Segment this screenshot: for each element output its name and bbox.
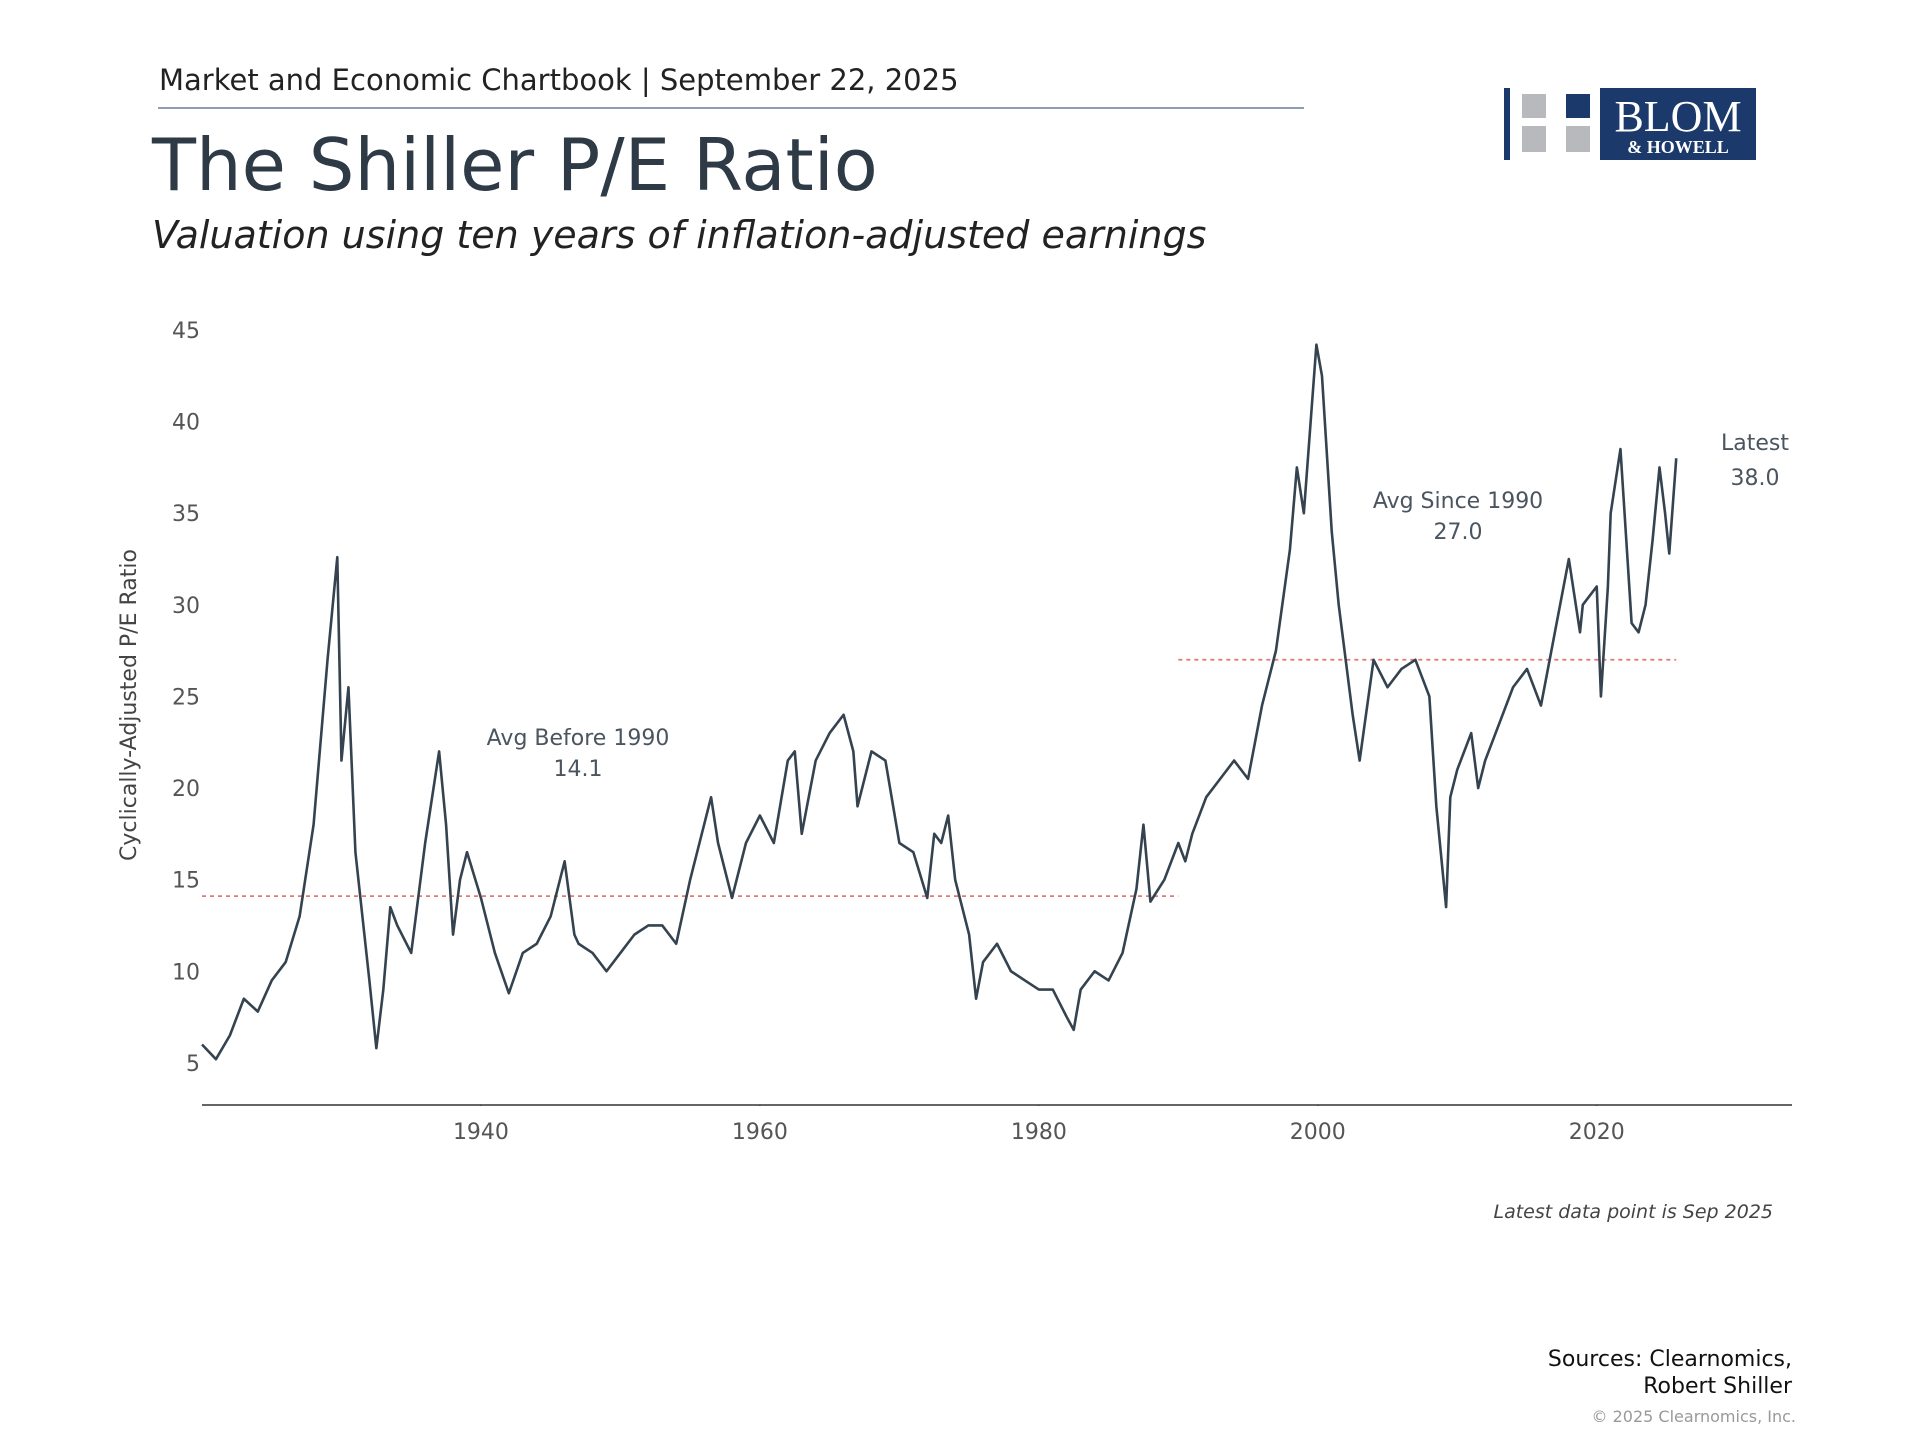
y-axis-label: Cyclically-Adjusted P/E Ratio — [117, 549, 142, 861]
logo-block — [1522, 94, 1546, 118]
data-line — [201, 343, 1678, 1061]
sources: Sources: Clearnomics, — [1548, 1347, 1792, 1372]
y-tick-label: 20 — [172, 777, 200, 802]
logo-text: & HOWELL — [1627, 137, 1729, 157]
annotation-label: Avg Since 1990 — [1373, 489, 1543, 514]
latest-value: 38.0 — [1731, 466, 1780, 491]
y-tick-label: 5 — [186, 1052, 200, 1077]
y-tick-label: 40 — [172, 411, 200, 436]
logo-text: BLOM — [1614, 92, 1741, 141]
annotation-label: Avg Before 1990 — [487, 726, 670, 751]
logo-box — [1600, 88, 1756, 160]
y-tick-label: 10 — [172, 960, 200, 985]
chart-subtitle: Valuation using ten years of inflation-a… — [152, 213, 1206, 257]
y-tick-label: 45 — [172, 319, 200, 344]
logo: BLOM & HOWELL — [1504, 88, 1756, 160]
header: Market and Economic Chartbook | Septembe… — [159, 63, 959, 97]
latest-label: Latest — [1721, 431, 1789, 456]
sources: Robert Shiller — [1643, 1374, 1793, 1399]
copyright: © 2025 Clearnomics, Inc. — [1592, 1407, 1796, 1426]
logo-bar — [1504, 88, 1510, 160]
note: Latest data point is Sep 2025 — [1493, 1201, 1773, 1223]
x-tick-label: 2000 — [1290, 1120, 1346, 1145]
annotation-value: 27.0 — [1434, 520, 1483, 545]
y-tick-label: 30 — [172, 594, 200, 619]
logo-block — [1566, 94, 1590, 118]
logo-block — [1566, 126, 1590, 152]
x-tick-label: 2020 — [1569, 1120, 1625, 1145]
y-tick-label: 35 — [172, 502, 200, 527]
y-tick-label: 25 — [172, 685, 200, 710]
x-tick-label: 1960 — [732, 1120, 788, 1145]
x-tick-label: 1940 — [453, 1120, 509, 1145]
chart-title: The Shiller P/E Ratio — [151, 123, 878, 207]
logo-block — [1522, 126, 1546, 152]
annotation-value: 14.1 — [554, 757, 603, 782]
y-tick-label: 15 — [172, 869, 200, 894]
x-tick-label: 1980 — [1011, 1120, 1067, 1145]
